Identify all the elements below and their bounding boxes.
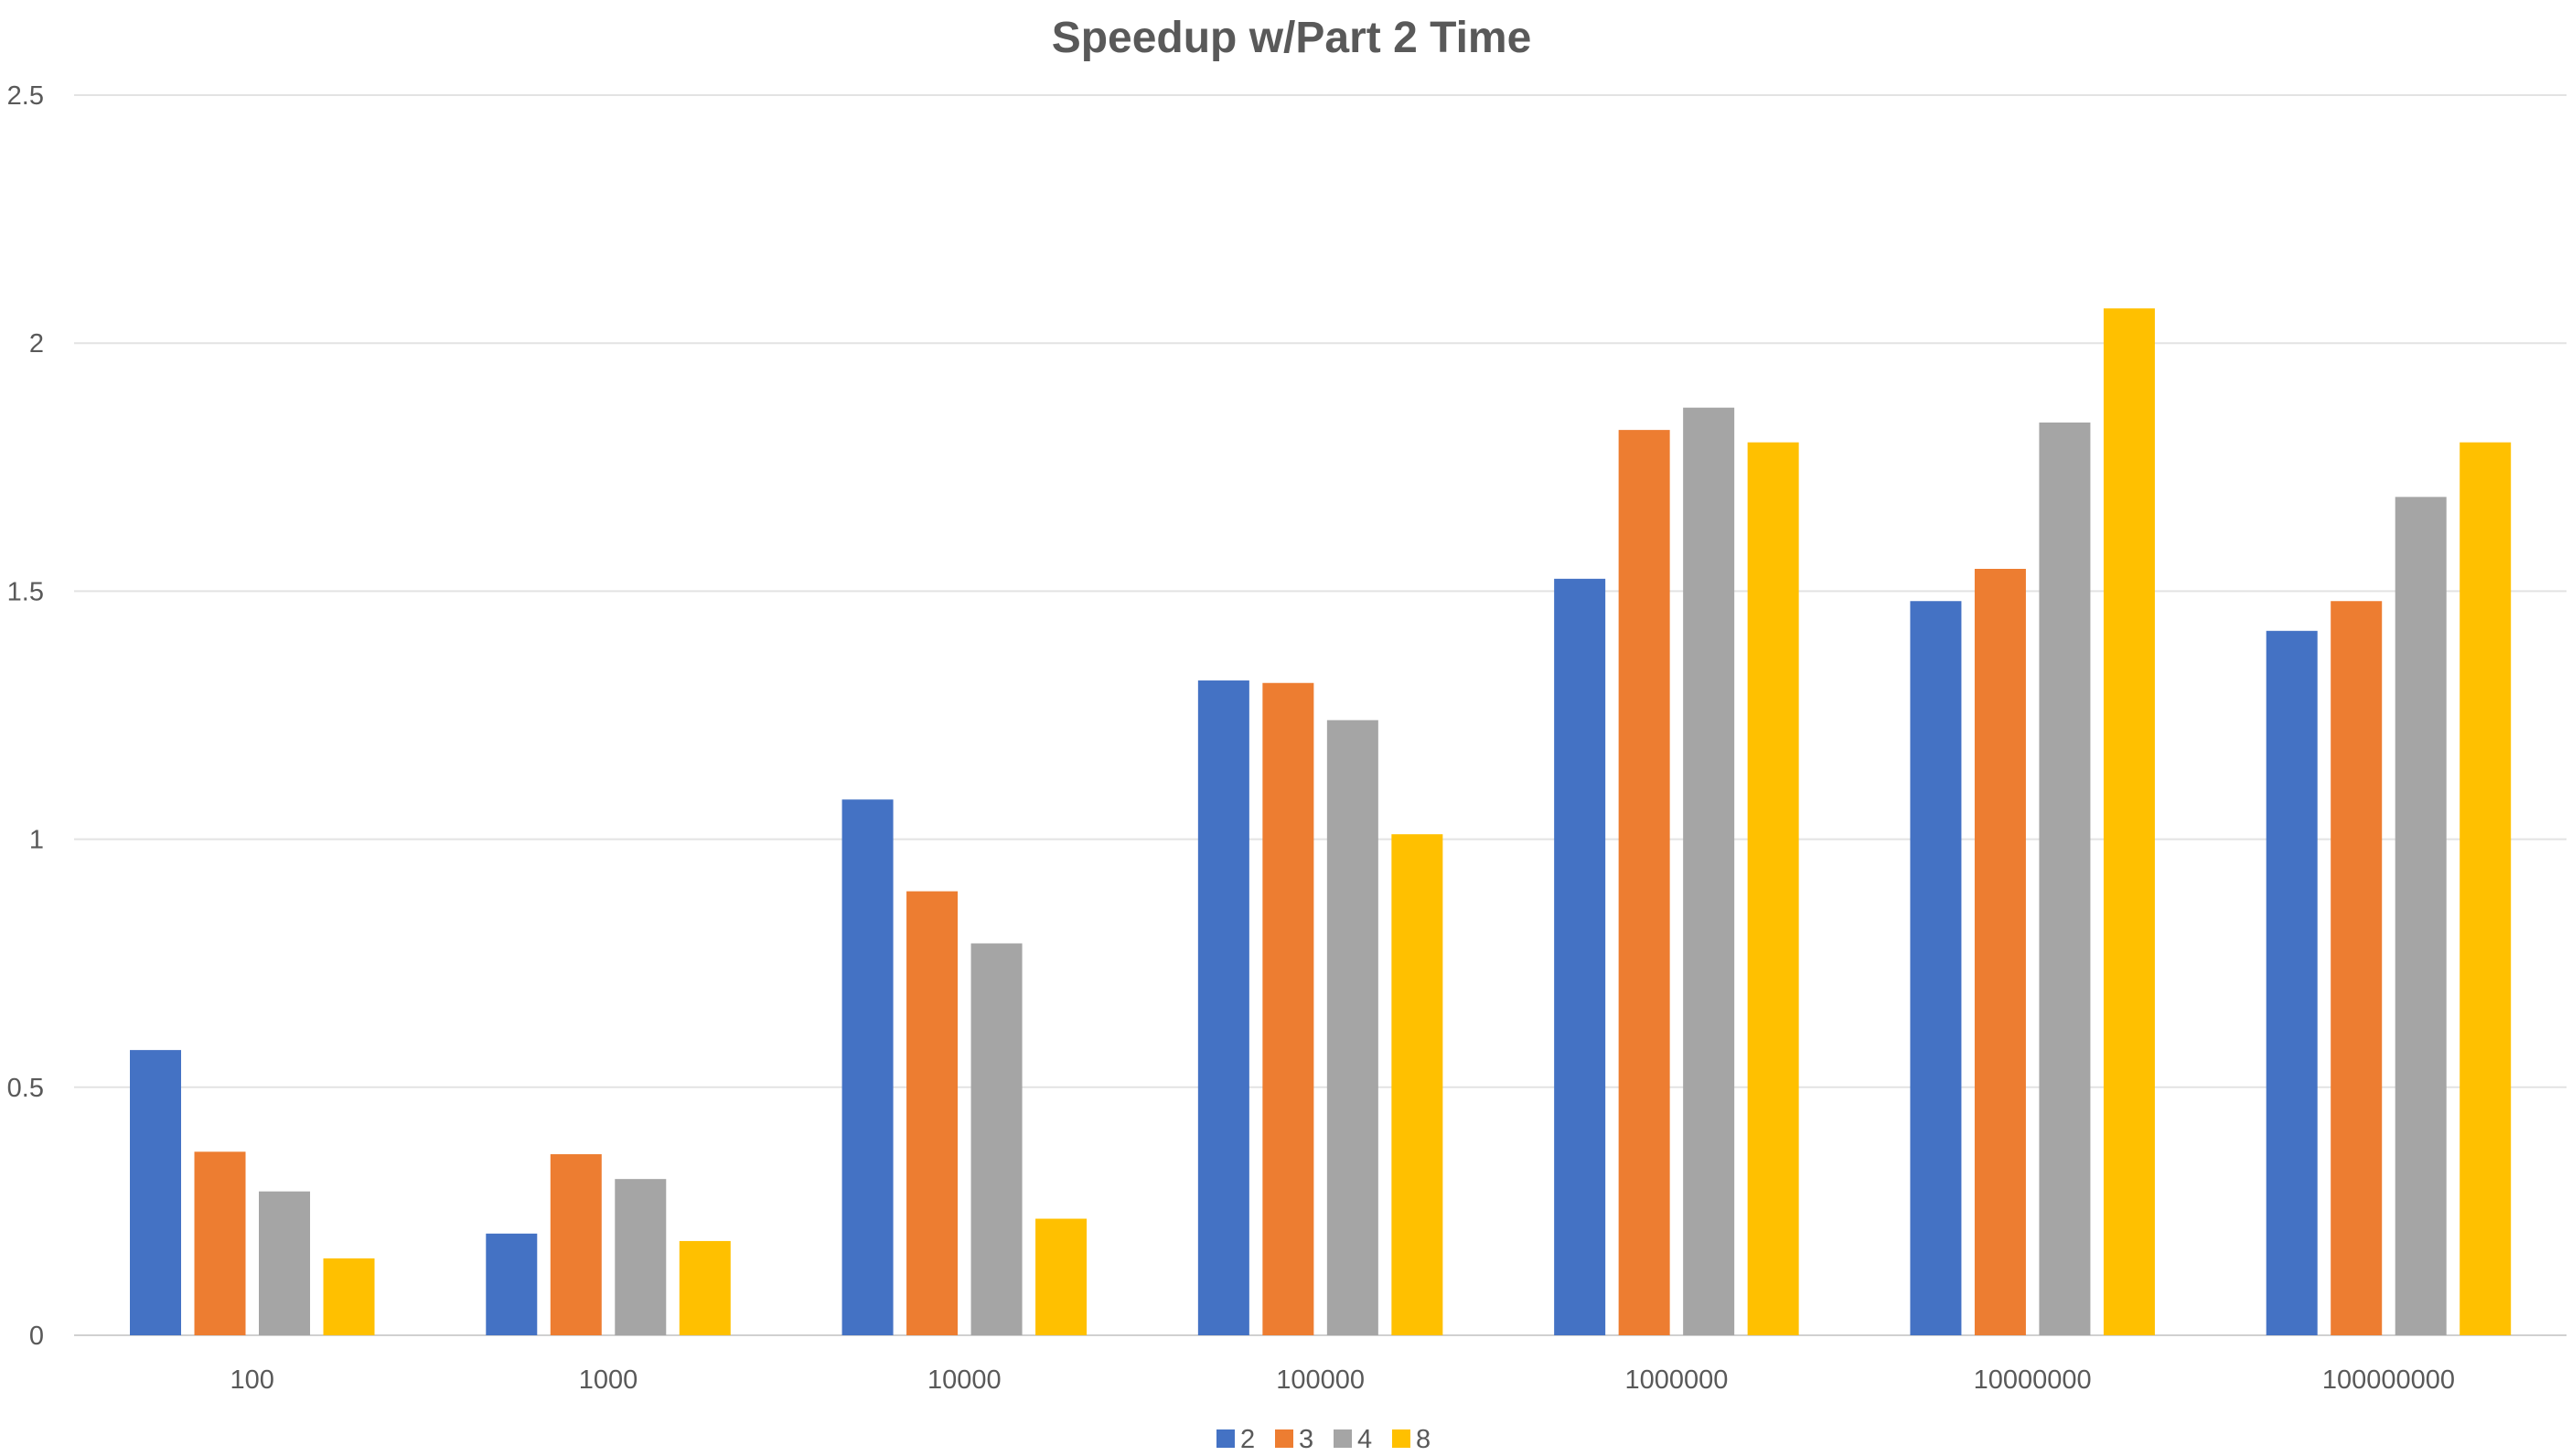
- y-tick-label: 1: [29, 826, 44, 855]
- bar-series-4-10000000: [2039, 422, 2091, 1335]
- legend-swatch-3: [1275, 1429, 1293, 1448]
- bar-series-2-100000000: [2266, 630, 2318, 1335]
- bar-series-2-100000: [1197, 680, 1249, 1335]
- bar-series-3-100000: [1262, 682, 1314, 1335]
- legend-swatch-2: [1216, 1429, 1235, 1448]
- bar-series-3-1000000: [1618, 430, 1670, 1335]
- y-tick-label: 1.5: [7, 577, 44, 606]
- bar-series-4-1000: [615, 1179, 667, 1335]
- x-tick-label: 100: [230, 1365, 274, 1395]
- y-tick-label: 0.5: [7, 1074, 44, 1103]
- bar-series-2-1000000: [1554, 578, 1606, 1335]
- bar-series-8-100: [323, 1258, 375, 1335]
- y-axis-tick-labels: 0 0.5 1 1.5 2 2.5: [7, 81, 44, 1351]
- bar-series-8-100000000: [2459, 442, 2512, 1335]
- legend-swatch-8: [1392, 1429, 1410, 1448]
- legend-label-8: 8: [1416, 1425, 1431, 1454]
- bar-series-2-10000000: [1910, 601, 1962, 1335]
- bar-series-2-10000: [841, 799, 894, 1335]
- x-tick-label: 100000: [1276, 1365, 1365, 1395]
- bar-series-8-10000: [1035, 1218, 1088, 1335]
- bar-series-4-100000000: [2395, 497, 2447, 1335]
- bar-series-8-100000: [1391, 834, 1443, 1335]
- bar-series-2-1000: [486, 1233, 538, 1335]
- y-tick-label: 2: [29, 329, 44, 359]
- bar-series-4-10000: [970, 943, 1023, 1335]
- bar-series-2-100: [130, 1050, 181, 1335]
- bar-series-3-1000: [550, 1154, 602, 1335]
- legend-label-4: 4: [1357, 1425, 1372, 1454]
- legend-swatch-4: [1334, 1429, 1352, 1448]
- x-axis-tick-labels: 100 1000 10000 100000 1000000 10000000 1000000…: [230, 1365, 2455, 1395]
- gridlines: [74, 94, 2567, 1336]
- legend: 2 3 4 8: [1216, 1425, 1431, 1454]
- bar-series-4-100000: [1326, 720, 1378, 1335]
- x-tick-label: 10000: [927, 1365, 1002, 1395]
- x-tick-label: 10000000: [1974, 1365, 2092, 1395]
- bar-series-8-1000000: [1747, 442, 1799, 1335]
- bar-series-3-10000000: [1974, 568, 2026, 1335]
- bar-series-8-1000: [679, 1240, 731, 1335]
- x-tick-label: 1000: [579, 1365, 638, 1395]
- y-tick-label: 2.5: [7, 81, 44, 111]
- bar-series-4-1000000: [1683, 407, 1735, 1335]
- legend-label-2: 2: [1240, 1425, 1255, 1454]
- bars: [130, 308, 2512, 1336]
- bar-series-4-100: [259, 1191, 310, 1335]
- x-tick-label: 100000000: [2322, 1365, 2455, 1395]
- bar-series-3-100000000: [2331, 601, 2383, 1335]
- chart-title: Speedup w/Part 2 Time: [1052, 14, 1532, 62]
- bar-series-8-10000000: [2103, 308, 2155, 1336]
- bar-series-3-10000: [906, 891, 959, 1335]
- bar-series-3-100: [194, 1151, 246, 1335]
- y-tick-label: 0: [29, 1322, 44, 1351]
- legend-label-3: 3: [1299, 1425, 1313, 1454]
- x-tick-label: 1000000: [1624, 1365, 1728, 1395]
